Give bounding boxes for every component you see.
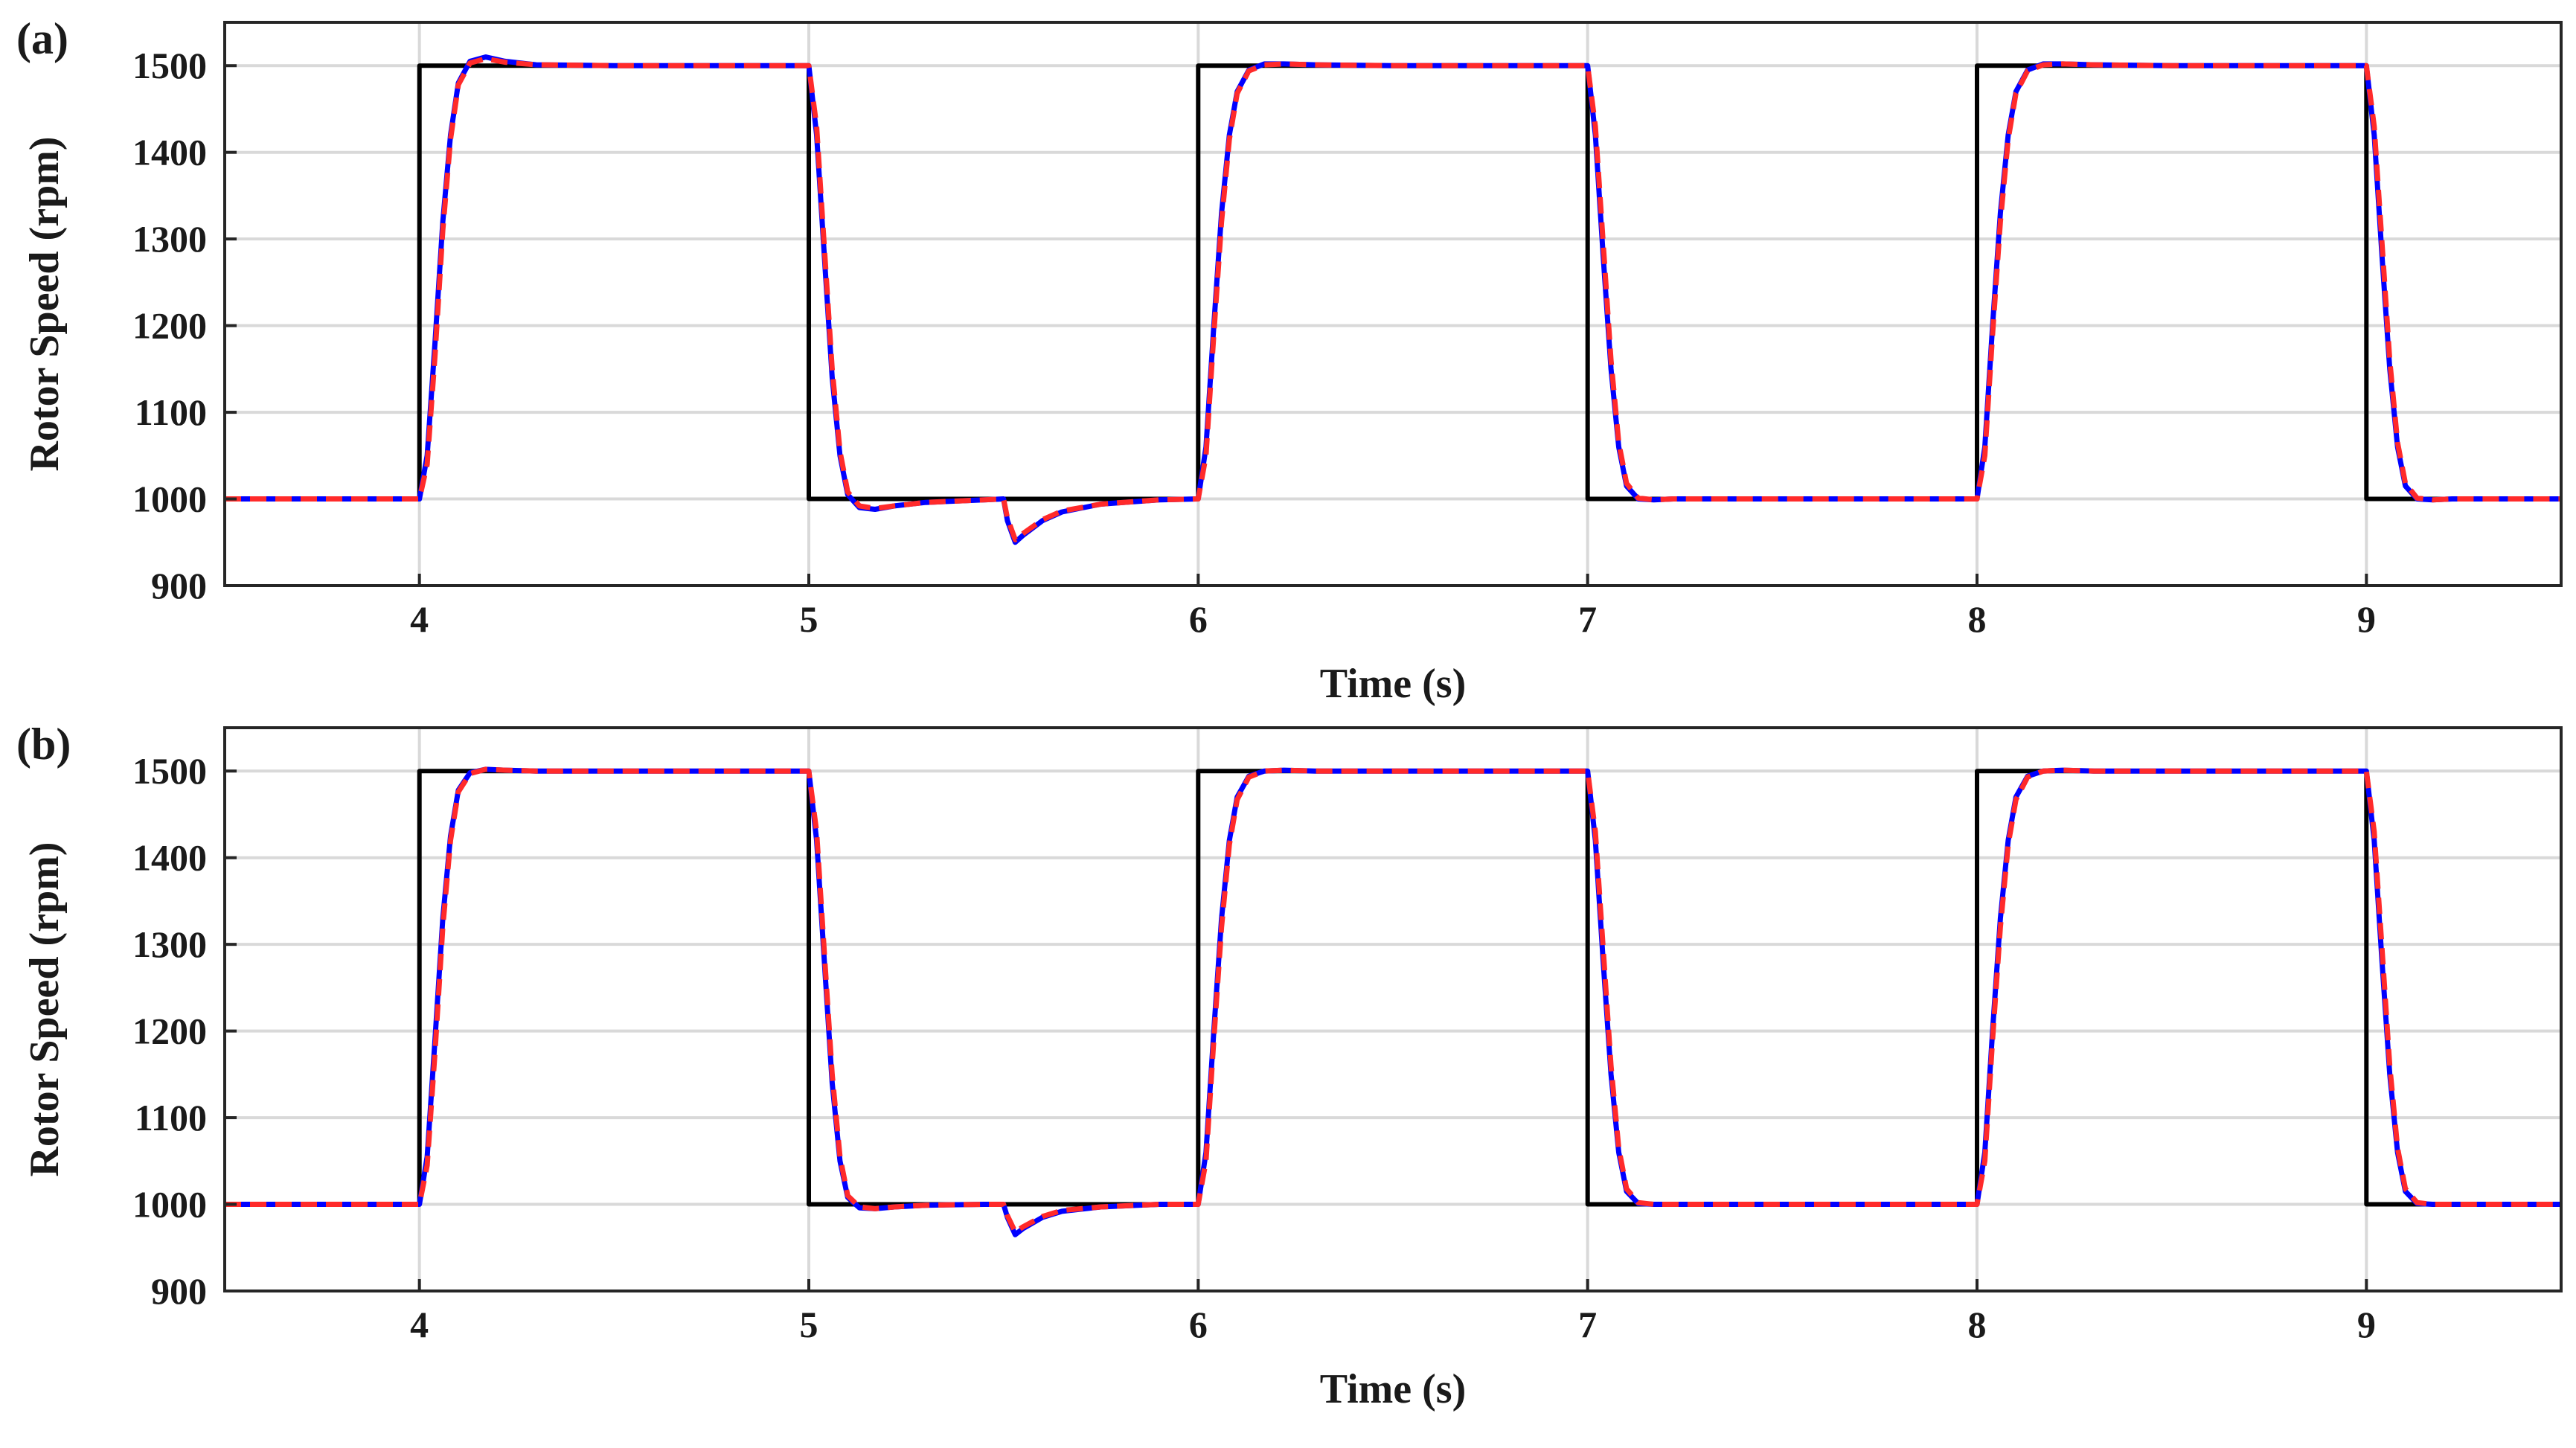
plot-area: [225, 728, 2561, 1291]
series-line-response-2: [225, 56, 2561, 542]
x-axis-label: Time (s): [1320, 1366, 1467, 1412]
y-tick-label: 900: [151, 1270, 207, 1312]
plot-area: [225, 22, 2561, 586]
y-tick-label: 1500: [132, 750, 207, 792]
chart-panel-b: 4 5 6 7 8 9 900 1000 1100 1200 1300 1400 1500 Time (s…: [16, 720, 2563, 1412]
x-tick-label: 5: [800, 598, 818, 640]
y-tick-label: 1100: [135, 391, 207, 433]
x-tick-label: 4: [410, 598, 429, 640]
panel-label: (b): [16, 720, 71, 769]
y-axis-label: Rotor Speed (rpm): [22, 136, 68, 471]
panel-label: (a): [16, 14, 68, 63]
plot-frame: [223, 726, 2563, 1292]
y-tick-label: 1200: [132, 305, 207, 347]
series-line-response-2: [225, 766, 2561, 1235]
y-axis-label: Rotor Speed (rpm): [22, 842, 68, 1176]
x-axis-label: Time (s): [1320, 661, 1467, 707]
y-tick-label: 1200: [132, 1010, 207, 1052]
x-tick-label: 7: [1578, 598, 1597, 640]
chart-panel-a: 4 5 6 7 8 9 900 1000 1100 1200 1300 1400 1500 Time (s…: [16, 14, 2563, 707]
x-tick-label: 4: [410, 1304, 429, 1345]
y-tick-label: 900: [151, 565, 207, 606]
x-tick-label: 9: [2357, 1304, 2376, 1345]
y-tick-label: 1300: [132, 218, 207, 260]
y-tick-label: 1000: [132, 478, 207, 520]
x-tick-label: 9: [2357, 598, 2376, 640]
x-tick-label: 8: [1968, 598, 1987, 640]
y-tick-label: 1300: [132, 923, 207, 965]
y-tick-label: 1400: [132, 837, 207, 879]
y-tick-label: 1100: [135, 1097, 207, 1138]
x-tick-label: 7: [1578, 1304, 1597, 1345]
plot-frame: [223, 21, 2563, 587]
x-tick-label: 8: [1968, 1304, 1987, 1345]
y-tick-label: 1500: [132, 45, 207, 86]
x-tick-label: 6: [1189, 598, 1208, 640]
y-tick-label: 1000: [132, 1184, 207, 1226]
x-tick-label: 6: [1189, 1304, 1208, 1345]
y-tick-label: 1400: [132, 132, 207, 173]
x-tick-label: 5: [800, 1304, 818, 1345]
